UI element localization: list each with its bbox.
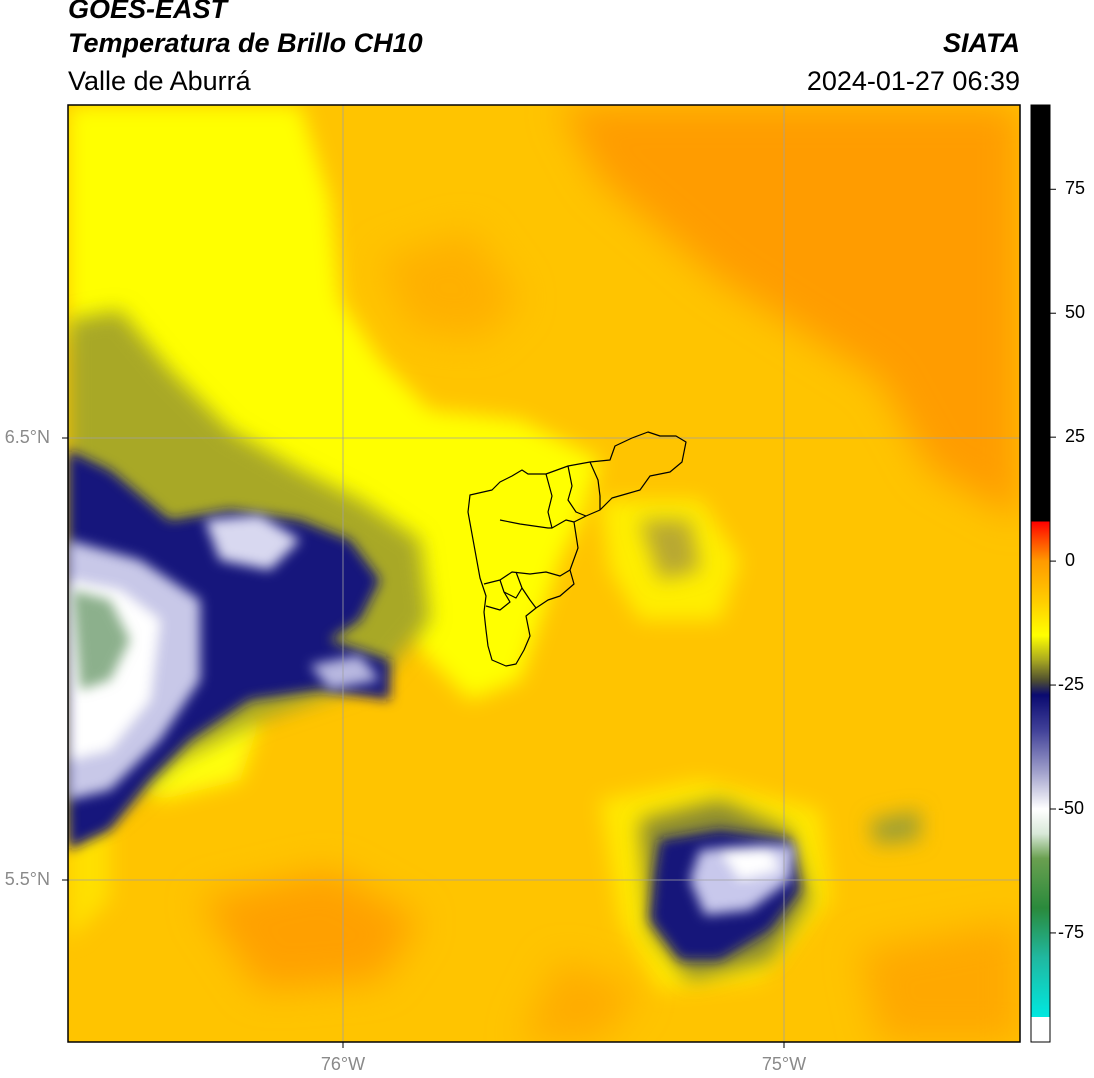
boundary-envigado-caldas (521, 587, 537, 609)
colorbar-tick-label: -25 (1058, 674, 1085, 695)
colorbar-tick-label: -50 (1058, 797, 1085, 818)
boundary-bello-copacabana (545, 473, 575, 529)
boundary-sabaneta (485, 591, 511, 611)
warm-regions (200, 105, 1020, 1042)
boundary-outline (467, 431, 687, 667)
colorbar-tick-label: 0 (1065, 550, 1076, 571)
boundary-medellin-bello (499, 519, 552, 529)
brightness-temperature-field (68, 105, 1020, 1042)
municipal-boundaries (467, 431, 687, 667)
region-subtitle: Valle de Aburrá (68, 66, 251, 96)
axis-ticks (62, 437, 785, 1048)
colorbar (1030, 104, 1056, 1043)
boundary-girardota (567, 465, 587, 517)
map-frame (67, 104, 1021, 1043)
product-title: Temperatura de Brillo CH10 (68, 28, 423, 58)
colorbar-tick-label: -75 (1058, 921, 1085, 942)
gridlines (68, 105, 1020, 1042)
organization-label: SIATA (943, 28, 1020, 58)
datetime-label: 2024-01-27 06:39 (806, 66, 1020, 96)
colorbar-frame (1030, 104, 1051, 1043)
very-cold-regions (72, 590, 130, 690)
lon-label-76w: 76°W (320, 1054, 366, 1074)
colorbar-tick-label: 25 (1065, 426, 1086, 447)
lat-label-6-5n: 6.5°N (4, 427, 50, 447)
lat-label-5-5n: 5.5°N (4, 869, 50, 889)
colorbar-tick-label: 75 (1065, 178, 1086, 199)
colorbar-ticks (1050, 188, 1056, 934)
boundary-itagui (499, 571, 523, 599)
colorbar-gradient (1031, 105, 1050, 1042)
colorbar-tick-label: 50 (1065, 302, 1086, 323)
boundary-barbosa (589, 461, 601, 510)
lon-label-75w: 75°W (761, 1054, 807, 1074)
satellite-title: GOES-EAST (68, 0, 228, 24)
